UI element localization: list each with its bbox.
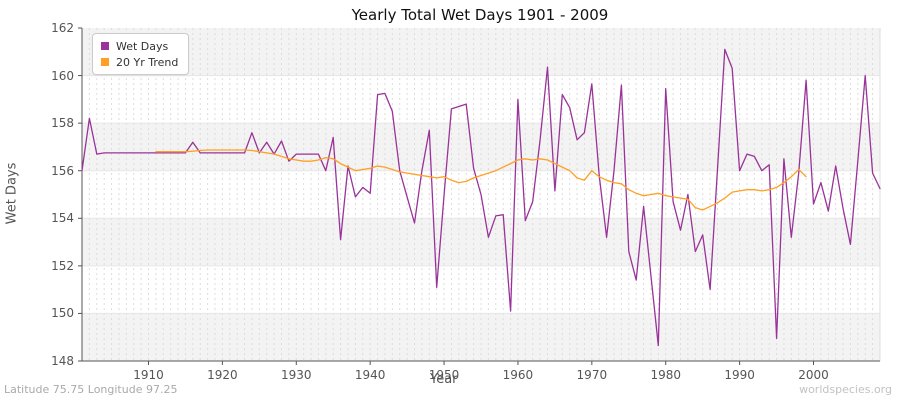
- legend-label: Wet Days: [116, 39, 169, 53]
- y-tick-label: 154: [51, 211, 74, 226]
- y-tick-label: 158: [51, 116, 74, 131]
- y-tick-label: 148: [51, 354, 74, 368]
- y-axis-label: Wet Days: [4, 162, 20, 225]
- y-tick-label: 156: [51, 163, 74, 178]
- x-tick-label: 1970: [576, 368, 608, 382]
- x-tick-label: 2000: [798, 368, 829, 382]
- y-tick-label: 150: [51, 306, 74, 321]
- x-tick-label: 1960: [502, 368, 534, 382]
- legend-item-wet-days: Wet Days: [101, 38, 178, 54]
- x-tick-label: 1920: [207, 368, 238, 382]
- legend-box: Wet Days 20 Yr Trend: [92, 33, 190, 75]
- x-tick-label: 1910: [133, 368, 164, 382]
- y-tick-label: 160: [51, 68, 74, 83]
- trend-line: [155, 149, 807, 211]
- legend-label: 20 Yr Trend: [116, 55, 179, 69]
- wet-days-swatch-icon: [101, 42, 109, 50]
- x-tick-label: 1990: [724, 368, 755, 382]
- wet-days-line: [81, 48, 881, 347]
- location-text: Latitude 75.75 Longitude 97.25: [4, 383, 178, 396]
- x-axis-label: Year: [430, 372, 458, 387]
- watermark-text: worldspecies.org: [799, 383, 892, 396]
- trend-swatch-icon: [101, 58, 109, 66]
- plot-band: [82, 218, 880, 266]
- y-tick-label: 152: [51, 258, 74, 273]
- x-tick-label: 1980: [650, 368, 681, 382]
- page-title: Yearly Total Wet Days 1901 - 2009: [351, 6, 609, 24]
- legend-item-trend: 20 Yr Trend: [101, 54, 178, 70]
- plot-band: [82, 28, 880, 76]
- x-tick-label: 1940: [354, 368, 386, 382]
- y-tick-label: 162: [51, 21, 74, 35]
- x-tick-label: 1930: [280, 368, 312, 382]
- x-tick-label: 1950: [428, 368, 460, 382]
- plot-band: [82, 123, 880, 171]
